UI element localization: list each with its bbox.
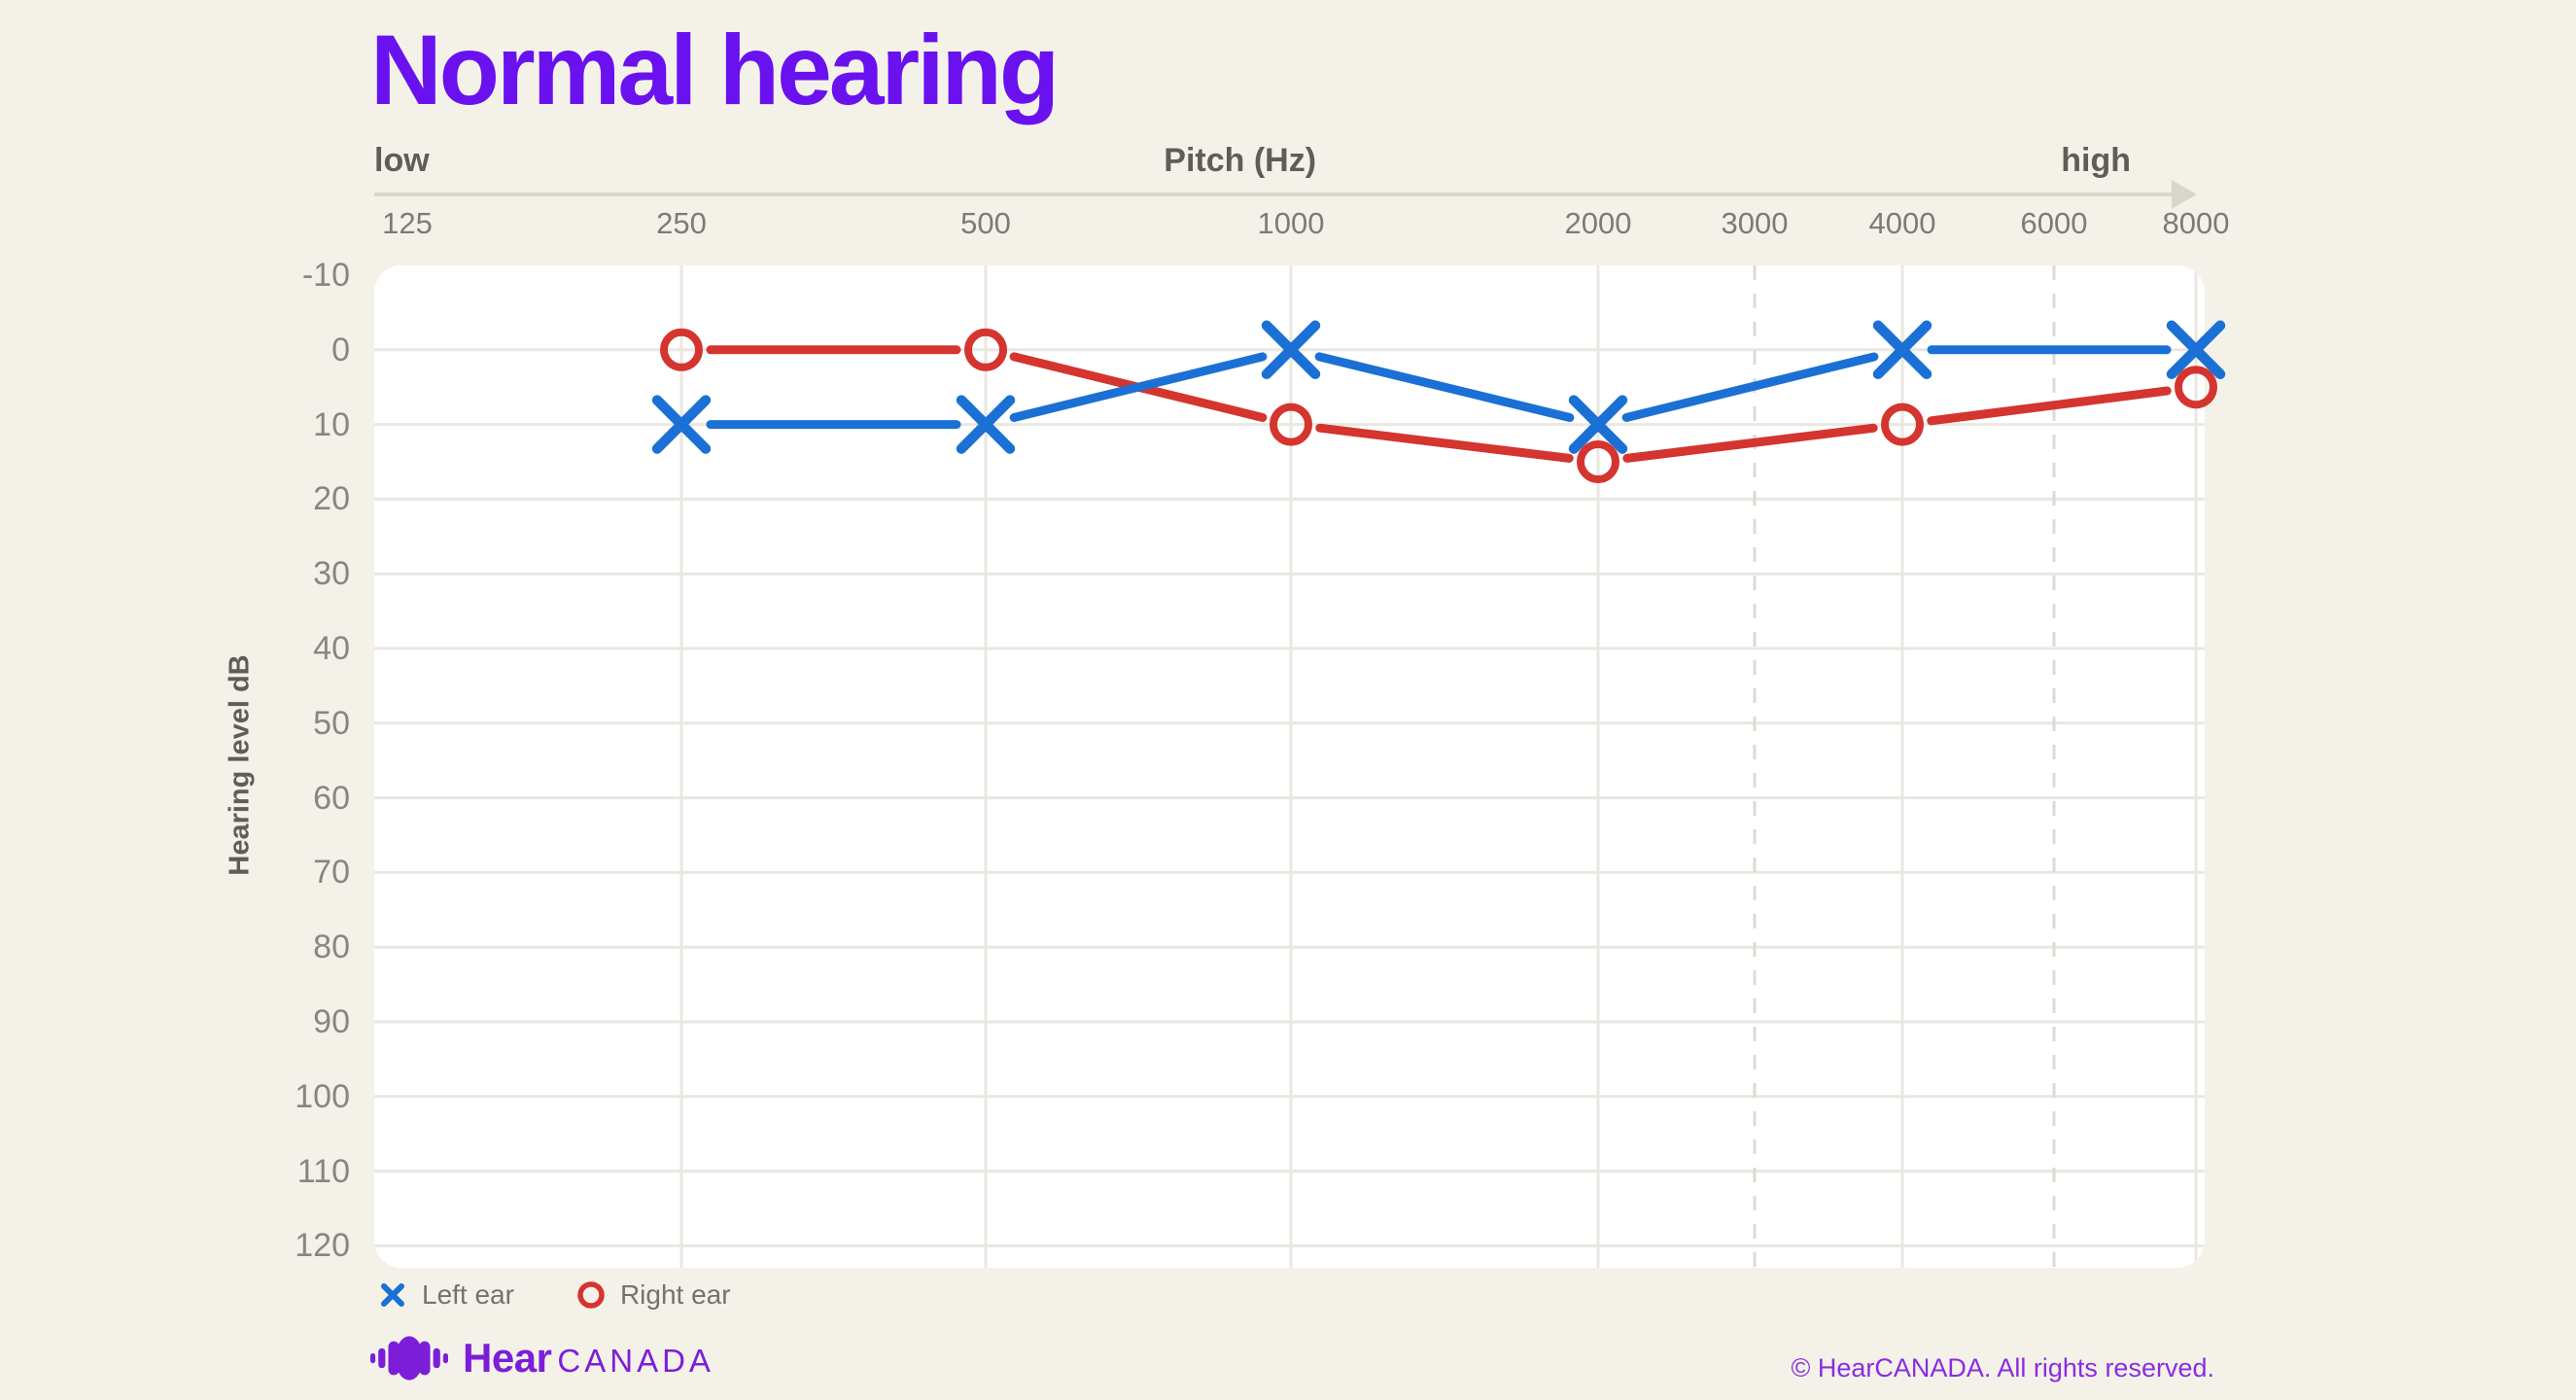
page-title: Normal hearing <box>370 15 1060 125</box>
db-tick-80: 80 <box>313 928 350 966</box>
pitch-tick-3000: 3000 <box>1721 206 1789 240</box>
db-tick-110: 110 <box>296 1152 350 1190</box>
right-ear-markers <box>660 328 2217 483</box>
db-tick-120: 120 <box>295 1227 350 1265</box>
db-tick-90: 90 <box>313 1003 350 1040</box>
db-tick-0: 0 <box>331 331 350 368</box>
hearcanada-logo: Hear CANADA <box>370 1332 714 1384</box>
right-ear-line <box>706 345 2172 463</box>
chart-legend: Left ear Right ear <box>376 1278 731 1312</box>
db-tick-100: 100 <box>295 1077 350 1115</box>
legend-label-right-ear: Right ear <box>619 1279 731 1310</box>
db-tick-40: 40 <box>313 630 350 667</box>
db-tick-20: 20 <box>313 480 350 518</box>
copyright-text: © HearCANADA. All rights reserved. <box>1791 1353 2214 1382</box>
brand-name-caps: CANADA <box>557 1343 714 1379</box>
db-tick-70: 70 <box>313 854 350 892</box>
pitch-tick-row: 125 250 500 1000 2000 3000 4000 6000 8000 <box>374 206 2229 245</box>
soundwave-logo-icon <box>370 1336 448 1381</box>
pitch-axis-header: low Pitch (Hz) high <box>374 142 2205 185</box>
left-ear-line <box>706 345 2172 430</box>
pitch-low-label: low <box>374 142 430 179</box>
pitch-high-label: high <box>2061 142 2131 179</box>
pitch-tick-4000: 4000 <box>1868 206 1936 240</box>
pitch-axis-arrow-icon <box>2172 180 2197 209</box>
pitch-tick-6000: 6000 <box>2020 206 2088 240</box>
pitch-tick-2000: 2000 <box>1564 206 1632 240</box>
db-tick-50: 50 <box>313 704 350 742</box>
legend-item-right-ear: Right ear <box>574 1278 731 1312</box>
hearing-level-tick-column: -10 0 10 20 30 40 50 60 70 80 90 100 110 120 <box>191 257 350 1268</box>
db-tick--10: -10 <box>301 257 350 294</box>
brand-name-bold: Hear <box>463 1335 552 1381</box>
left-ear-marker-icon <box>381 1283 404 1307</box>
pitch-tick-125: 125 <box>382 206 433 240</box>
db-tick-30: 30 <box>313 555 350 593</box>
hearing-level-axis-label: Hearing level dB <box>224 654 256 876</box>
pitch-tick-250: 250 <box>656 206 707 240</box>
pitch-axis-line <box>374 192 2174 196</box>
right-ear-marker-icon <box>577 1281 605 1309</box>
left-ear-markers <box>651 320 2226 454</box>
pitch-tick-1000: 1000 <box>1257 206 1325 240</box>
legend-item-left-ear: Left ear <box>376 1278 514 1312</box>
pitch-tick-500: 500 <box>960 206 1011 240</box>
grid-lines <box>374 265 2205 1268</box>
db-tick-60: 60 <box>313 779 350 817</box>
db-tick-10: 10 <box>313 405 350 443</box>
pitch-tick-8000: 8000 <box>2162 206 2230 240</box>
legend-label-left-ear: Left ear <box>422 1279 514 1310</box>
pitch-axis-title: Pitch (Hz) <box>1164 142 1317 179</box>
audiogram-chart <box>374 265 2226 1268</box>
